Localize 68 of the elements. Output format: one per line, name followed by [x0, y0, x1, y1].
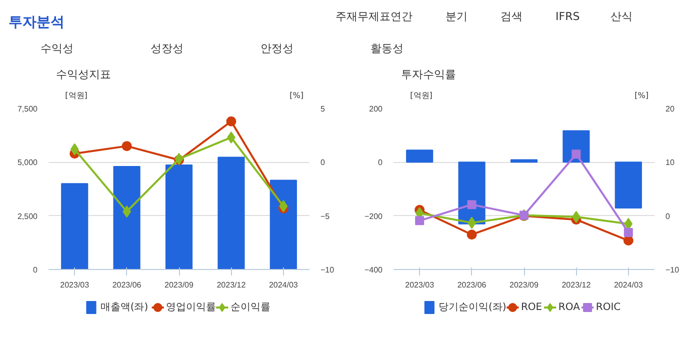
chart-title: 수익성지표: [56, 68, 112, 81]
text: 투자분석: [8, 14, 64, 30]
x-tick-label: 2023/06: [112, 280, 142, 290]
y-axis-title: [억원]: [65, 91, 88, 100]
text: 산식: [610, 10, 632, 23]
point: [279, 200, 288, 212]
text: 연간: [390, 10, 412, 23]
point: [467, 200, 476, 210]
x-tick-label: 2023/03: [405, 280, 435, 290]
legend-label: 순이익률: [230, 302, 270, 313]
y2-tick-label: −5: [320, 212, 330, 221]
point: [226, 116, 236, 126]
y2-tick-label: −10: [320, 266, 335, 274]
legend-label: ROE: [520, 302, 542, 313]
x-tick-label: 2023/03: [60, 280, 90, 290]
bar: [113, 166, 140, 270]
x-tick-label: 2023/09: [510, 280, 540, 290]
bar: [406, 150, 434, 163]
point: [572, 150, 581, 159]
x-tick-label: 2023/09: [164, 280, 194, 290]
text: 안정성: [260, 42, 294, 55]
bar: [270, 180, 297, 270]
point: [174, 152, 184, 165]
chart-title: 투자수익률: [401, 68, 456, 81]
text: 활동성: [370, 42, 404, 55]
y-tick-label: 0: [378, 158, 384, 168]
y2-tick-label: 10: [666, 158, 675, 168]
bar: [614, 162, 642, 209]
y2-tick-label: 0: [666, 212, 670, 221]
text: IFRS: [556, 10, 580, 23]
x-tick-label: 2023/12: [216, 280, 246, 290]
y2-axis-title: [%]: [634, 91, 648, 100]
y-axis-title: [억원]: [410, 91, 432, 100]
text: 수익성: [40, 42, 74, 55]
point: [623, 236, 634, 246]
y2-tick-label: 20: [666, 104, 675, 114]
y-tick-label: −200: [364, 212, 384, 221]
x-tick-label: 2023/12: [562, 280, 592, 290]
text: 분기: [446, 10, 468, 23]
point: [624, 228, 633, 237]
y2-tick-label: 5: [320, 104, 326, 114]
legend-label: 매출액(좌): [100, 302, 148, 313]
bar: [165, 164, 193, 270]
point: [70, 143, 79, 156]
point: [415, 216, 424, 226]
text: 성장성: [150, 42, 184, 55]
y2-axis-title: [%]: [290, 91, 304, 100]
text: 주재무제표: [336, 10, 390, 23]
legend-label: ROIC: [596, 302, 621, 313]
y-tick-label: 5,000: [17, 158, 38, 168]
y-tick-label: 0: [33, 266, 38, 274]
bar: [61, 183, 88, 270]
y2-tick-label: −10: [666, 266, 680, 274]
x-tick-label: 2024/03: [268, 280, 298, 290]
y-tick-label: 2,500: [17, 212, 38, 221]
y-tick-label: 7,500: [17, 104, 38, 114]
y-tick-label: 200: [369, 104, 384, 114]
legend-label: ROA: [558, 302, 580, 313]
legend-label: 영업이익률: [166, 302, 216, 313]
bar: [218, 156, 245, 270]
point: [466, 230, 477, 240]
point: [122, 141, 132, 152]
legend-label: 당기순이익(좌): [438, 302, 506, 313]
text: 검색: [500, 10, 522, 23]
y-tick-label: −400: [364, 266, 384, 274]
y2-tick-label: 0: [320, 158, 326, 168]
x-tick-label: 2023/06: [457, 280, 487, 290]
x-tick-label: 2024/03: [614, 280, 644, 290]
